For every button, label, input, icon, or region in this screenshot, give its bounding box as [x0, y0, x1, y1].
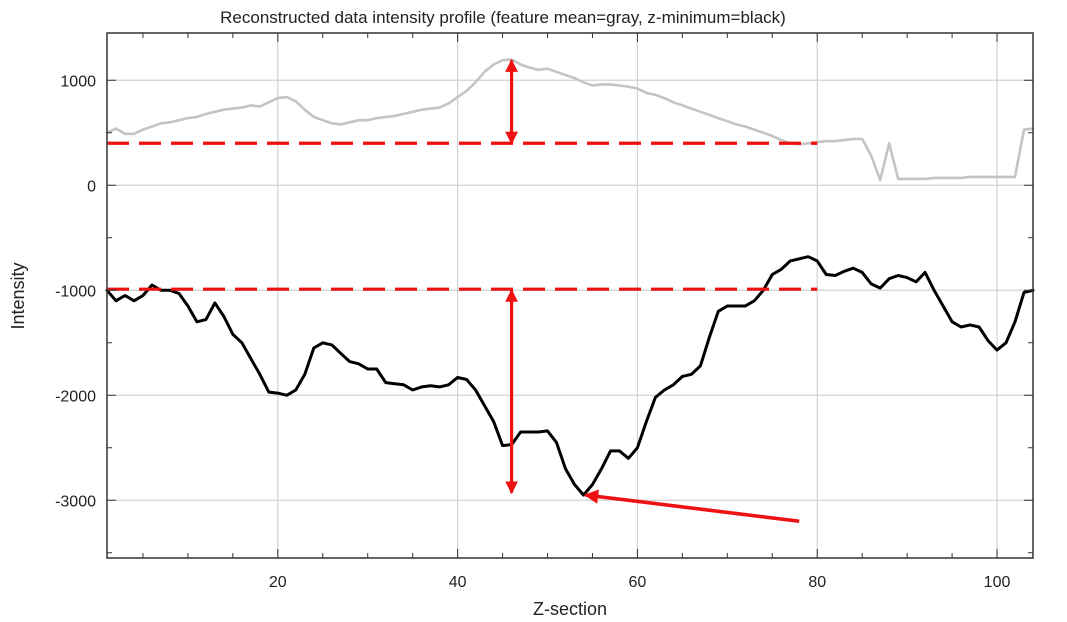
plot-frame: [106, 32, 1034, 559]
chart-title: Reconstructed data intensity profile (fe…: [220, 8, 786, 27]
y-tick-label: 0: [87, 178, 96, 195]
y-tick-label: -3000: [55, 493, 96, 510]
x-tick-label: 40: [449, 574, 467, 591]
series-layer: [105, 57, 1035, 497]
y-tick-label: -2000: [55, 388, 96, 405]
x-tick-label: 20: [269, 574, 287, 591]
tick-layer: 20 40 60 80 100 -3000 -2000 -1000 0 1000: [55, 33, 1033, 591]
x-tick-label: 60: [629, 574, 647, 591]
x-tick-label: 100: [984, 574, 1011, 591]
y-tick-label: 1000: [60, 73, 96, 90]
minimum-pointer-arrow: [583, 489, 800, 524]
x-tick-label: 80: [808, 574, 826, 591]
gray-series-line: [105, 57, 1035, 182]
grid-layer: [107, 33, 1033, 558]
annotation-layer: [107, 59, 818, 524]
black-series-line: [105, 255, 1035, 497]
y-tick-label: -1000: [55, 283, 96, 300]
y-axis-label: Intensity: [8, 262, 28, 329]
x-axis-label: Z-section: [533, 599, 607, 619]
